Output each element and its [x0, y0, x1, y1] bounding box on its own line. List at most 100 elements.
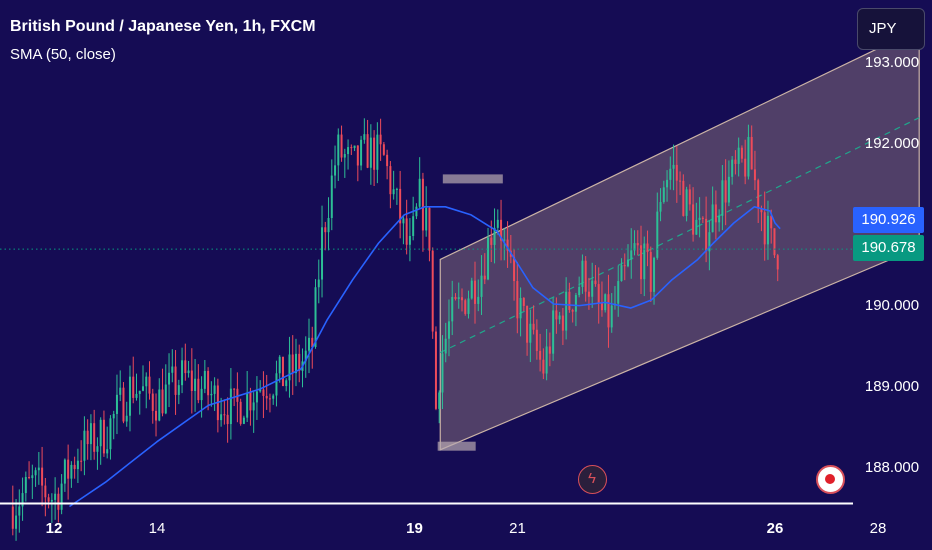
- candle-down: [434, 331, 437, 409]
- candle-up: [242, 417, 245, 424]
- candle-up: [83, 430, 86, 461]
- candle-up: [255, 391, 258, 403]
- candle-down: [86, 430, 89, 445]
- chart-title: British Pound / Japanese Yen, 1h, FXCM: [10, 18, 316, 35]
- candle-down: [542, 359, 545, 374]
- candle-down: [340, 134, 343, 158]
- candle-up: [425, 207, 428, 231]
- candle-down: [386, 154, 389, 167]
- candle-up: [653, 257, 656, 292]
- candle-up: [115, 394, 118, 414]
- candle-up: [187, 370, 190, 374]
- candle-down: [174, 366, 177, 395]
- candle-down: [526, 305, 529, 343]
- candle-down: [646, 243, 649, 253]
- candle-up: [418, 178, 421, 207]
- price-axis[interactable]: 193.000 192.000 190.000 189.000 188.000: [865, 54, 919, 476]
- candle-up: [392, 189, 395, 195]
- candle-up: [259, 389, 262, 392]
- candle-up: [457, 297, 460, 299]
- candle-down: [57, 493, 60, 510]
- candle-up: [662, 187, 665, 203]
- candle-up: [558, 315, 561, 320]
- candle-down: [47, 497, 50, 502]
- candle-up: [626, 259, 629, 267]
- candle-up: [376, 134, 379, 170]
- candle-up: [200, 388, 203, 401]
- candle-up: [487, 237, 490, 280]
- candle-down: [688, 189, 691, 205]
- candle-up: [493, 227, 496, 245]
- sma-price-tag: 190.926: [853, 207, 924, 233]
- candle-up: [106, 449, 109, 454]
- candle-up: [480, 275, 483, 297]
- candle-down: [382, 144, 385, 155]
- candle-down: [692, 204, 695, 235]
- candle-up: [441, 353, 444, 393]
- candle-down: [584, 260, 587, 292]
- candle-down: [568, 291, 571, 310]
- candle-down: [636, 243, 639, 246]
- candle-down: [239, 401, 242, 424]
- candle-down: [197, 378, 200, 401]
- currency-button[interactable]: JPY: [857, 8, 925, 50]
- candle-up: [659, 202, 662, 212]
- candle-up: [698, 217, 701, 220]
- candle-up: [177, 385, 180, 395]
- candle-up: [229, 388, 232, 425]
- last-price-tag: 190.678: [853, 235, 924, 261]
- candle-down: [724, 180, 727, 203]
- indicator-legend[interactable]: SMA (50, close): [10, 46, 116, 63]
- candle-up: [503, 239, 506, 241]
- candle-up: [168, 372, 171, 385]
- candle-up: [34, 470, 37, 476]
- candle-up: [294, 353, 297, 374]
- candle-up: [685, 189, 688, 216]
- candle-up: [15, 515, 18, 529]
- time-axis[interactable]: 12 14 19 21 26 28: [46, 520, 887, 537]
- candle-down: [421, 178, 424, 231]
- candle-down: [454, 296, 457, 299]
- candle-down: [11, 506, 14, 529]
- candle-down: [41, 467, 44, 486]
- candle-down: [776, 255, 779, 270]
- candle-up: [369, 137, 372, 168]
- candle-down: [607, 294, 610, 328]
- candle-down: [298, 353, 301, 371]
- candle-up: [327, 217, 330, 233]
- candle-down: [594, 280, 597, 285]
- candle-down: [223, 414, 226, 416]
- candle-up: [353, 145, 356, 149]
- flash-button[interactable]: ϟ: [578, 465, 607, 494]
- candle-down: [734, 159, 737, 164]
- candle-down: [535, 329, 538, 351]
- candle-up: [210, 393, 213, 396]
- price-tick-label: 188.000: [865, 459, 919, 476]
- candle-down: [132, 376, 135, 398]
- candle-up: [119, 387, 122, 395]
- candle-down: [122, 387, 125, 422]
- candle-down: [44, 485, 47, 498]
- candle-up: [181, 360, 184, 386]
- candle-up: [24, 477, 27, 494]
- candle-up: [656, 211, 659, 258]
- lightning-icon: ϟ: [588, 470, 596, 487]
- candle-down: [249, 392, 252, 411]
- candle-down: [184, 360, 187, 374]
- candle-up: [737, 147, 740, 164]
- candle-up: [343, 154, 346, 158]
- candle-up: [581, 260, 584, 287]
- candle-up: [766, 215, 769, 245]
- candle-down: [571, 309, 574, 312]
- candle-down: [379, 134, 382, 145]
- record-button[interactable]: [816, 465, 845, 494]
- time-tick-label: 19: [406, 520, 423, 537]
- candle-up: [727, 176, 730, 203]
- price-tick-label: 192.000: [865, 135, 919, 152]
- candle-up: [360, 139, 363, 166]
- channel-handle-bottom: [437, 441, 476, 451]
- candle-up: [633, 243, 636, 251]
- price-tick-label: 190.000: [865, 297, 919, 314]
- candle-up: [721, 180, 724, 216]
